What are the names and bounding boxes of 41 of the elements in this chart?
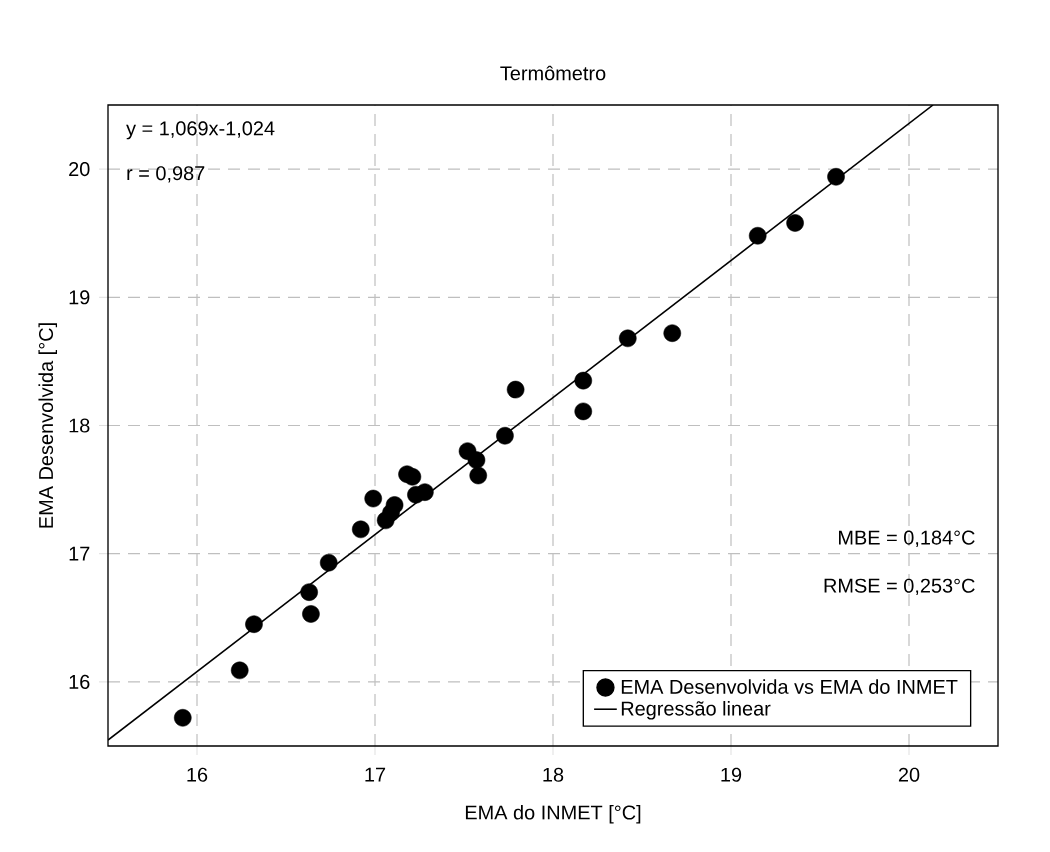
x-tick-label: 20	[898, 767, 920, 782]
y-tick-label: 18	[69, 418, 90, 433]
point	[416, 483, 434, 501]
x-tick-label: 19	[721, 767, 742, 782]
x-tick-label: 18	[543, 767, 564, 782]
point	[319, 553, 338, 572]
point	[469, 466, 488, 485]
point	[173, 709, 192, 727]
point	[663, 324, 682, 342]
legend-label: EMA Desenvolvida vs EMA do INMET	[621, 679, 958, 694]
x-axis-title: EMA do INMET [°C]	[465, 804, 641, 824]
point	[364, 489, 382, 508]
point	[748, 226, 767, 245]
point	[300, 583, 318, 601]
point	[302, 605, 320, 623]
point	[827, 168, 845, 186]
y-tick-label: 17	[69, 546, 90, 561]
point	[574, 402, 593, 421]
point	[385, 496, 404, 514]
point	[574, 371, 593, 390]
chart-title: Termômetro	[500, 65, 606, 81]
point	[786, 214, 804, 232]
annotation: MBE = 0,184°C	[839, 530, 975, 548]
x-tick-label: 17	[365, 767, 386, 782]
y-tick-label: 16	[69, 674, 90, 689]
annotation: r = 0,987	[127, 166, 205, 183]
x-tick-label: 16	[187, 767, 208, 782]
y-axis-title: EMA Desenvolvida [°C]	[38, 323, 58, 528]
point	[506, 380, 525, 399]
point	[467, 451, 486, 469]
annotation: y = 1,069x-1,024	[126, 121, 275, 140]
y-tick-label: 19	[69, 290, 90, 305]
y-tick-label: 20	[69, 162, 90, 177]
point	[230, 661, 249, 680]
annotation: RMSE = 0,253°C	[824, 578, 975, 596]
point	[403, 468, 422, 486]
point	[618, 329, 637, 348]
point	[351, 520, 370, 539]
point	[245, 615, 263, 633]
point	[496, 426, 514, 445]
legend-label: Regressão linear	[621, 701, 771, 720]
